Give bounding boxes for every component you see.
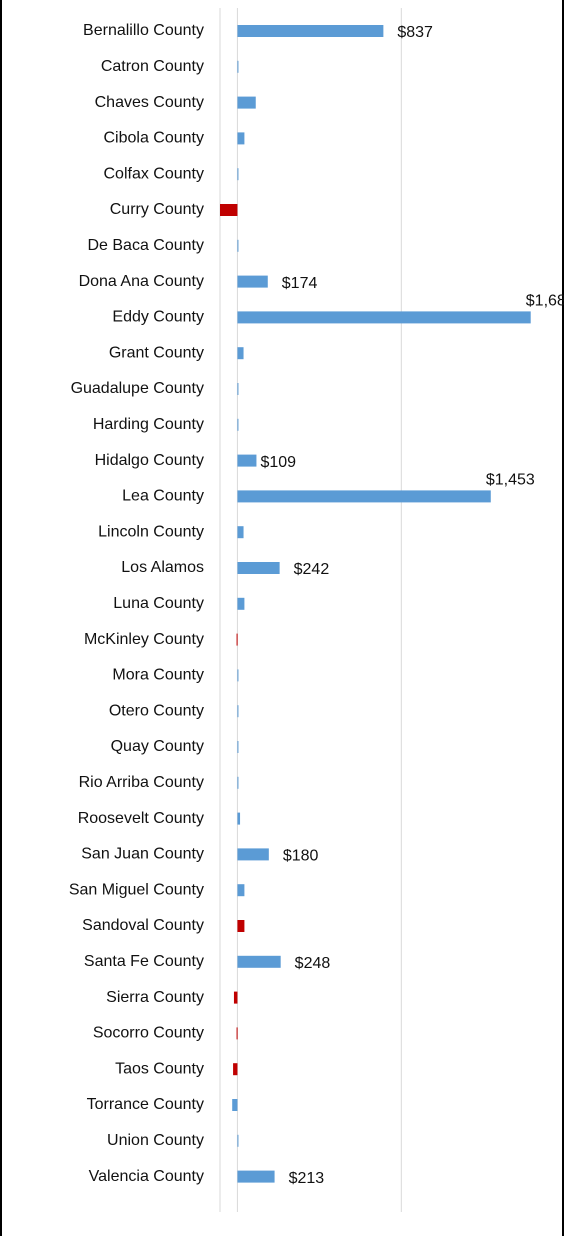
y-tick-label: Harding County [93,416,204,433]
bar [237,311,531,324]
bar [237,490,491,503]
bar [237,454,257,467]
bar [237,741,239,753]
bar [237,526,244,539]
value-label: $242 [294,561,330,578]
y-tick-label: Sierra County [106,989,204,1006]
y-tick-label: Taos County [115,1060,204,1077]
y-tick-label: Santa Fe County [84,953,204,970]
y-tick-label: Eddy County [112,309,204,326]
bar [237,669,239,682]
bar [237,347,244,360]
y-tick-label: Sandoval County [82,917,204,934]
bar [237,955,281,968]
bar [237,25,384,37]
value-label: $180 [283,848,319,865]
bar [237,884,245,897]
y-tick-label: San Juan County [81,846,204,863]
value-label: $1,682 [526,293,564,310]
bar [232,1099,238,1111]
bar [237,1134,239,1147]
bar [237,239,239,252]
bar [237,275,268,288]
y-tick-label: Curry County [110,201,204,218]
y-tick-label: Los Alamos [121,559,204,576]
bar [237,1170,275,1183]
bar [233,1063,238,1076]
y-tick-label: Luna County [113,595,204,612]
bar [237,383,239,395]
y-tick-label: Guadalupe County [71,380,204,397]
y-tick-label: Torrance County [87,1096,204,1113]
bar [237,96,256,109]
y-tick-label: Valencia County [89,1168,204,1185]
bar [237,60,239,73]
value-label: $109 [260,454,296,471]
value-label: $248 [295,955,331,972]
bar [237,132,245,145]
bar [237,418,239,431]
y-tick-label: Colfax County [104,165,205,182]
bar [220,204,238,216]
bar [236,633,238,646]
bar [237,776,239,789]
bar [237,920,245,932]
y-tick-label: Grant County [109,344,204,361]
y-tick-label: Dona Ana County [79,273,204,290]
y-tick-label: Mora County [112,667,204,684]
y-tick-label: Rio Arriba County [79,774,204,791]
y-tick-label: Roosevelt County [78,810,204,827]
y-tick-label: Lincoln County [98,523,204,540]
bar [237,168,239,181]
y-tick-label: Cibola County [104,130,205,147]
y-tick-label: Otero County [109,702,204,719]
y-tick-label: Catron County [101,58,204,75]
y-tick-label: Lea County [122,488,204,505]
y-tick-label: Union County [107,1132,204,1149]
value-label: $1,453 [486,472,535,489]
y-tick-label: Bernalillo County [83,22,204,39]
bar [237,562,280,574]
y-tick-label: Hidalgo County [95,452,204,469]
y-tick-label: Chaves County [95,94,204,111]
bar [237,848,269,861]
y-tick-label: De Baca County [87,237,204,254]
value-label: $174 [282,275,318,292]
bar [237,597,245,610]
value-label: $213 [289,1170,325,1187]
bar [236,1027,238,1040]
bar [237,812,241,825]
y-tick-label: Socorro County [93,1025,204,1042]
y-tick-label: McKinley County [84,631,204,648]
value-label: $837 [397,24,433,41]
bar [233,991,238,1004]
y-tick-label: San Miguel County [69,881,204,898]
y-tick-label: Quay County [111,738,204,755]
bar [237,705,239,718]
